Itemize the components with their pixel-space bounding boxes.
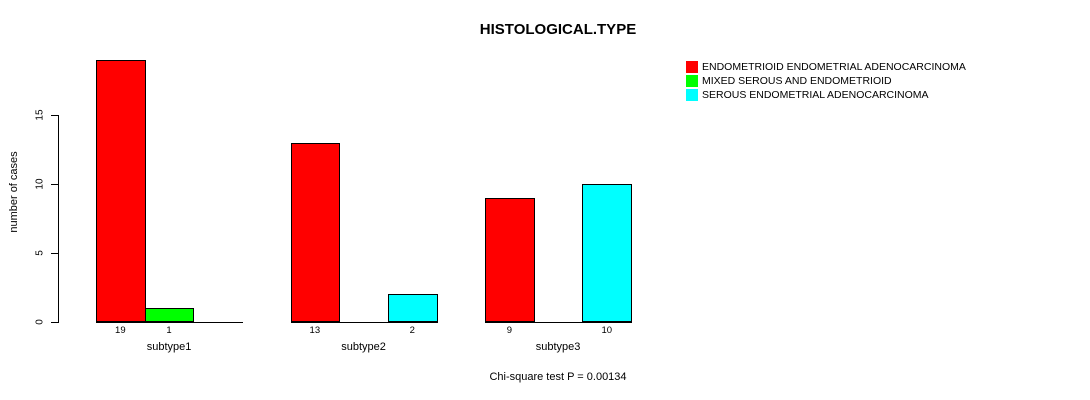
bar-value-label: 10 [601, 325, 613, 336]
legend-label: SEROUS ENDOMETRIAL ADENOCARCINOMA [702, 89, 929, 101]
legend-row: ENDOMETRIOID ENDOMETRIAL ADENOCARCINOMA [686, 60, 966, 74]
group-baseline [96, 322, 244, 323]
legend-swatch-icon [686, 89, 698, 101]
legend-row: SEROUS ENDOMETRIAL ADENOCARCINOMA [686, 88, 966, 102]
legend-row: MIXED SEROUS AND ENDOMETRIOID [686, 74, 966, 88]
group-baseline [485, 322, 633, 323]
legend-label: ENDOMETRIOID ENDOMETRIAL ADENOCARCINOMA [702, 61, 966, 73]
bar-value-label: 9 [506, 325, 512, 336]
y-tick [51, 184, 58, 185]
legend: ENDOMETRIOID ENDOMETRIAL ADENOCARCINOMA M… [686, 60, 966, 102]
y-tick [51, 322, 58, 323]
bar-subtype2-series1 [290, 142, 341, 322]
bar-value-label: 13 [309, 325, 321, 336]
bar-subtype2-series3 [387, 294, 438, 322]
y-tick-label: 15 [34, 109, 46, 121]
y-axis-line [58, 115, 59, 323]
chart-title: HISTOLOGICAL.TYPE [479, 21, 637, 38]
x-category-label-subtype2: subtype2 [341, 341, 386, 353]
bar-value-label: 19 [115, 325, 126, 336]
bar-subtype1-series2 [144, 308, 195, 322]
x-category-label-subtype1: subtype1 [146, 341, 192, 353]
group-baseline [290, 322, 438, 323]
bar-subtype1-series1 [96, 59, 146, 322]
bar-subtype3-series1 [485, 197, 535, 322]
bar-value-label: 1 [166, 325, 172, 336]
y-tick-label: 10 [34, 178, 46, 190]
bar-value-label: 2 [409, 325, 415, 336]
y-tick-label: 5 [34, 250, 46, 256]
caption-text: Chi-square test P = 0.00134 [489, 371, 627, 383]
legend-label: MIXED SEROUS AND ENDOMETRIOID [702, 75, 892, 87]
y-tick [51, 253, 58, 254]
x-category-label-subtype3: subtype3 [535, 341, 581, 353]
y-axis-label: number of cases [8, 151, 20, 233]
legend-swatch-icon [686, 75, 698, 87]
y-tick [51, 115, 58, 116]
y-tick-label: 0 [34, 319, 46, 325]
bar-subtype3-series3 [582, 184, 633, 322]
legend-swatch-icon [686, 61, 698, 73]
